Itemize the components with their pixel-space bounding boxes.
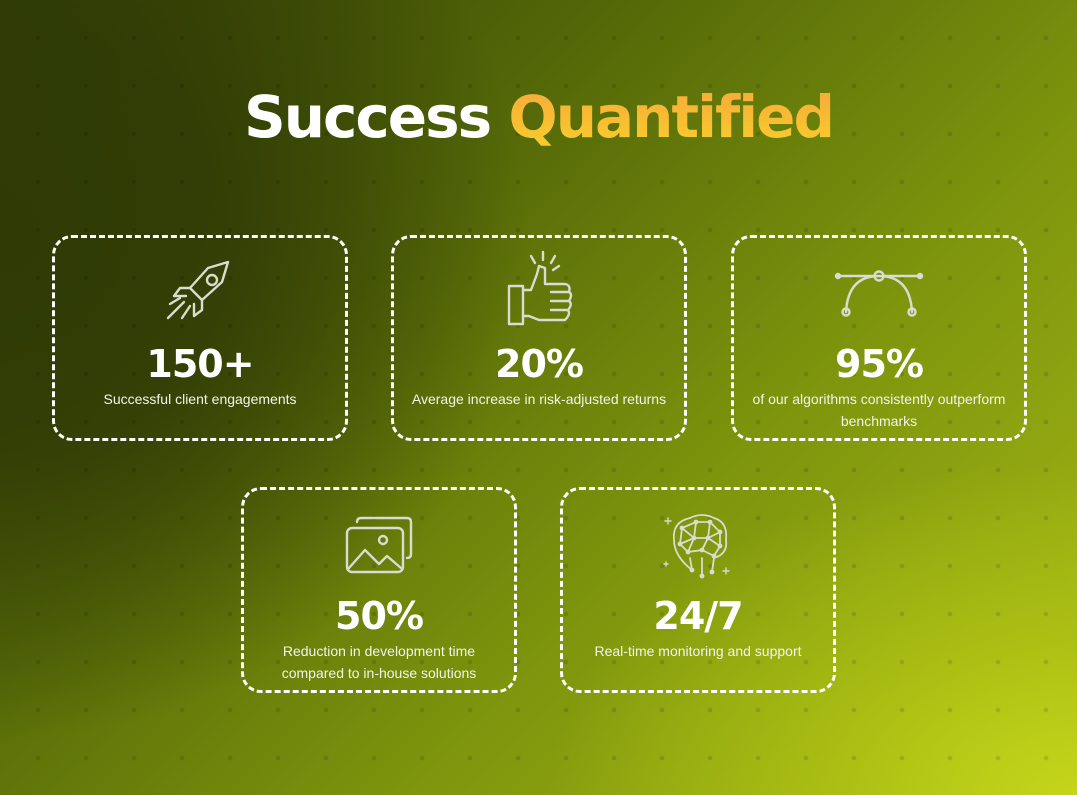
neural-network-brain-icon xyxy=(662,510,734,582)
stat-label: Successful client engagements xyxy=(103,391,297,407)
bezier-curve-icon xyxy=(834,264,924,320)
image-gallery-icon xyxy=(343,514,415,576)
stat-value: 24/7 xyxy=(653,594,743,638)
stat-card-risk-adjusted-returns: 20% Average increase in risk-adjusted re… xyxy=(391,235,687,441)
page-title: Success Quantified xyxy=(0,80,1077,154)
stat-label: Real-time monitoring and support xyxy=(594,643,802,659)
stat-value: 150+ xyxy=(146,342,254,386)
stat-label: of our algorithms consistently outperfor… xyxy=(752,391,1006,429)
stat-card-development-time: 50% Reduction in development time compar… xyxy=(241,487,517,693)
stat-label: Reduction in development time compared t… xyxy=(281,643,477,681)
title-word-success: Success xyxy=(243,83,492,151)
stat-card-client-engagements: 150+ Successful client engagements xyxy=(52,235,348,441)
thumbs-up-icon xyxy=(499,248,579,330)
stat-value: 95% xyxy=(835,342,924,386)
stat-value: 20% xyxy=(495,342,584,386)
stat-card-algorithms-outperform: 95% of our algorithms consistently outpe… xyxy=(731,235,1027,441)
title-word-quantified: Quantified xyxy=(508,83,835,151)
stat-card-monitoring-support: 24/7 Real-time monitoring and support xyxy=(560,487,836,693)
stat-label: Average increase in risk-adjusted return… xyxy=(411,391,667,407)
rocket-icon xyxy=(160,258,240,328)
stat-value: 50% xyxy=(335,594,424,638)
